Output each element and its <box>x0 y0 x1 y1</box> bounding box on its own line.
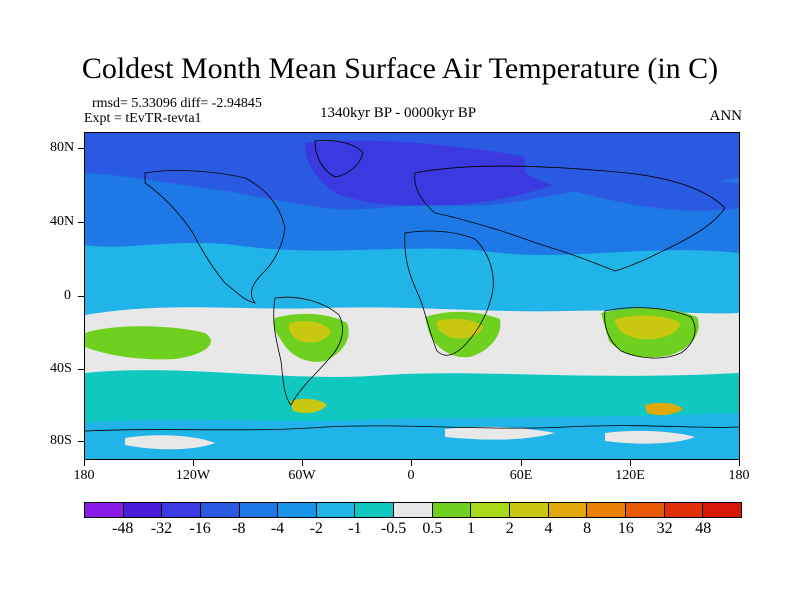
coast-antarctica <box>85 425 739 432</box>
x-tick <box>411 460 412 466</box>
colorbar-segment <box>394 503 433 517</box>
experiment-line: Expt = tEvTR-tevta1 <box>84 111 202 126</box>
y-label-40n: 40N <box>50 214 75 229</box>
colorbar-segment <box>664 503 704 517</box>
x-label-120e: 120E <box>615 468 645 483</box>
field-ross-warm <box>645 402 683 416</box>
x-tick <box>630 460 631 466</box>
colorbar-segment <box>355 503 395 517</box>
field-south-america-hot <box>288 321 331 343</box>
field-tropics <box>85 273 739 315</box>
colorbar-segment <box>200 503 240 517</box>
y-label-80s: 80S <box>50 433 72 448</box>
colorbar-label: -48 <box>112 520 134 537</box>
coast-eurasia <box>414 165 726 272</box>
colorbar-segment <box>587 503 626 517</box>
colorbar-label: 0.5 <box>422 520 443 537</box>
y-label-40s: 40S <box>50 361 72 376</box>
field-southeast-pacific-warm <box>85 326 211 360</box>
colorbar-segment <box>510 503 549 517</box>
colorbar-label: -16 <box>189 520 211 537</box>
coast-australia <box>604 307 696 359</box>
colorbar-label: 16 <box>617 520 634 537</box>
colorbar-label: -4 <box>270 520 285 537</box>
x-label-60w: 60W <box>288 468 316 483</box>
colorbar-segment <box>432 503 472 517</box>
x-tick <box>302 460 303 466</box>
colorbar <box>84 502 742 518</box>
field-antarctica <box>85 418 739 459</box>
y-tick <box>78 441 84 442</box>
coast-africa <box>404 230 494 356</box>
colorbar-segment <box>123 503 163 517</box>
colorbar-label: 4 <box>544 520 553 537</box>
colorbar-label: -2 <box>309 520 323 537</box>
y-tick <box>78 369 84 370</box>
x-label-120w: 120W <box>175 468 211 483</box>
x-tick <box>84 460 85 466</box>
x-tick <box>739 460 740 466</box>
field-southern-ocean <box>85 370 739 423</box>
colorbar-label: 32 <box>656 520 673 537</box>
coastlines <box>85 140 739 432</box>
colorbar-label: 2 <box>505 520 514 537</box>
map-title: Coldest Month Mean Surface Air Temperatu… <box>81 52 719 85</box>
y-tick <box>78 296 84 297</box>
x-label-0: 0 <box>407 468 415 483</box>
field-siberia-cold <box>305 140 585 206</box>
coast-south-america <box>273 296 343 406</box>
period-label: 1340kyr BP - 0000kyr BP <box>320 105 477 121</box>
colorbar-label: 8 <box>583 520 592 537</box>
field-na-cold <box>525 153 739 211</box>
y-tick <box>78 222 84 223</box>
x-label-180e: 180 <box>728 468 750 483</box>
colorbar-label: -0.5 <box>380 520 407 537</box>
field-antarctic-patches <box>125 426 695 450</box>
field-peninsula-warm <box>290 398 327 413</box>
colorbar-label: 1 <box>467 520 476 537</box>
y-label-equator: 0 <box>64 288 71 303</box>
colorbar-segment <box>625 503 665 517</box>
colorbar-segment <box>85 503 124 517</box>
temperature-field <box>85 133 739 459</box>
coast-greenland <box>314 140 364 178</box>
y-label-80n: 80N <box>50 140 75 155</box>
colorbar-label: -32 <box>150 520 173 537</box>
colorbar-segment <box>316 503 356 517</box>
stats-line: rmsd= 5.33096 diff= -2.94845 <box>92 96 262 111</box>
x-tick <box>521 460 522 466</box>
season-label: ANN <box>709 108 743 124</box>
colorbar-segment <box>278 503 317 517</box>
colorbar-label: -8 <box>232 520 246 537</box>
y-tick <box>78 148 84 149</box>
colorbar-segment <box>703 503 741 517</box>
field-australia-hot <box>615 315 681 340</box>
field-africa-hot <box>436 319 483 339</box>
colorbar-segment <box>471 503 511 517</box>
colorbar-segment <box>548 503 588 517</box>
x-label-180w: 180 <box>73 468 95 483</box>
colorbar-label: -1 <box>348 520 362 537</box>
x-tick <box>193 460 194 466</box>
colorbar-segment <box>162 503 201 517</box>
colorbar-label: 48 <box>695 520 712 537</box>
map-panel <box>84 132 740 460</box>
colorbar-segment <box>239 503 279 517</box>
coast-north-america <box>144 170 286 304</box>
x-label-60e: 60E <box>509 468 533 483</box>
